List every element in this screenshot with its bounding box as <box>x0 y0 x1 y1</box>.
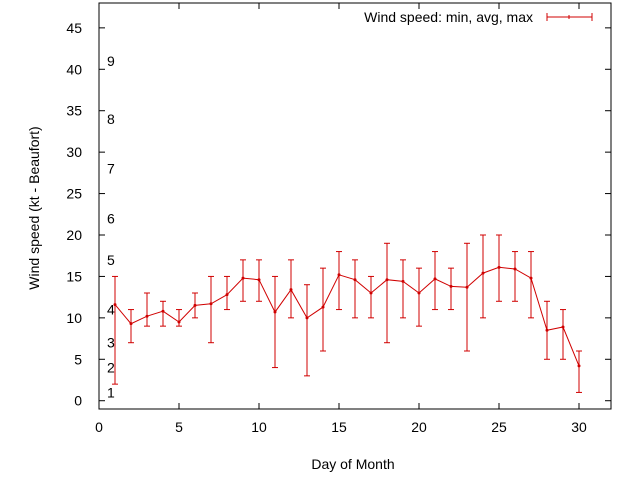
data-point <box>385 278 389 282</box>
y-tick-label: 5 <box>74 351 82 367</box>
beaufort-label: 5 <box>107 252 115 268</box>
legend-label: Wind speed: min, avg, max <box>364 9 533 25</box>
data-point <box>497 265 501 269</box>
x-axis-label: Day of Month <box>311 456 394 472</box>
data-point <box>513 267 517 271</box>
data-point <box>145 314 149 318</box>
data-point <box>433 277 437 281</box>
data-point <box>305 316 309 320</box>
beaufort-label: 6 <box>107 210 115 226</box>
data-point <box>129 322 133 326</box>
data-point <box>417 291 421 295</box>
data-point <box>113 303 117 307</box>
data-point <box>561 325 565 329</box>
beaufort-label: 1 <box>107 384 115 400</box>
x-tick-label: 5 <box>175 419 183 435</box>
data-point <box>465 285 469 289</box>
series-line <box>114 266 580 367</box>
data-point <box>529 276 533 280</box>
data-point <box>449 284 453 288</box>
y-tick-label: 20 <box>66 227 82 243</box>
y-tick-label: 10 <box>66 310 82 326</box>
data-point <box>225 293 229 297</box>
beaufort-label: 8 <box>107 111 115 127</box>
x-tick-label: 30 <box>571 419 587 435</box>
data-point <box>177 320 181 324</box>
data-point <box>209 302 213 306</box>
x-tick-label: 0 <box>95 419 103 435</box>
x-tick-label: 25 <box>491 419 507 435</box>
data-point <box>369 291 373 295</box>
plot-frame <box>98 2 612 410</box>
x-tick-label: 20 <box>411 419 427 435</box>
data-point <box>273 310 277 314</box>
data-point <box>353 278 357 282</box>
beaufort-label: 2 <box>107 360 115 376</box>
beaufort-label: 4 <box>107 302 115 318</box>
beaufort-label: 7 <box>107 161 115 177</box>
y-tick-label: 30 <box>66 144 82 160</box>
data-point <box>193 303 197 307</box>
legend: Wind speed: min, avg, max <box>364 9 593 25</box>
data-point <box>241 276 245 280</box>
data-point <box>577 364 581 368</box>
y-tick-label: 25 <box>66 186 82 202</box>
y-tick-label: 45 <box>66 20 82 36</box>
y-tick-label: 15 <box>66 268 82 284</box>
data-point <box>401 279 405 283</box>
beaufort-label: 3 <box>107 335 115 351</box>
data-point <box>257 278 261 282</box>
y-axis-label: Wind speed (kt - Beaufort) <box>26 126 42 289</box>
y-tick-label: 35 <box>66 103 82 119</box>
y-tick-label: 40 <box>66 61 82 77</box>
y-tick-label: 0 <box>74 393 82 409</box>
data-point <box>481 271 485 275</box>
data-point <box>545 328 549 332</box>
data-point <box>161 309 165 313</box>
x-tick-label: 15 <box>331 419 347 435</box>
x-tick-label: 10 <box>251 419 267 435</box>
data-point <box>289 288 293 292</box>
data-point <box>337 273 341 277</box>
data-point <box>321 305 325 309</box>
beaufort-label: 9 <box>107 53 115 69</box>
